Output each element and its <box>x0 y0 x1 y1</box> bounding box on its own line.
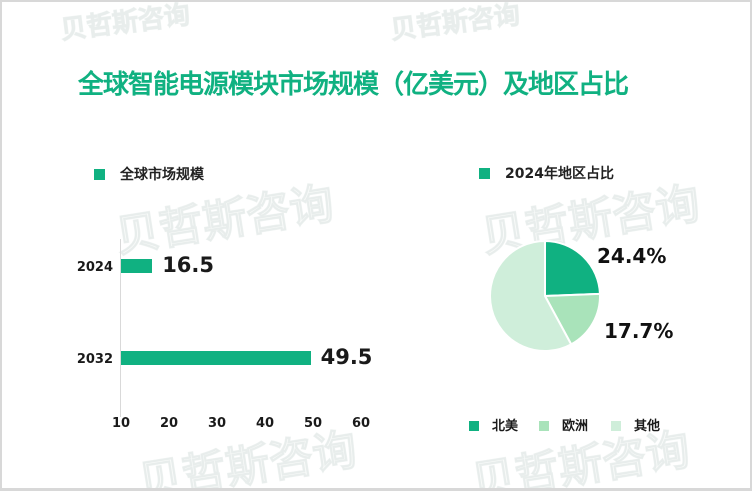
pie-chart-legend: 2024年地区占比 <box>479 163 614 183</box>
x-axis-tick-mark <box>120 412 121 417</box>
pie-chart <box>489 240 601 352</box>
pie-legend-item-label: 北美 <box>492 419 519 434</box>
pie-legend-item-label: 欧洲 <box>562 419 589 434</box>
pie-slice-label-europe: 17.7% <box>604 319 674 343</box>
bar-category-label: 2032 <box>76 352 113 367</box>
bar-legend-swatch <box>94 168 105 180</box>
pie-slice-label-northamerica: 24.4% <box>597 244 667 268</box>
pie-legend-label: 2024年地区占比 <box>505 166 614 182</box>
pie-legend-item-swatch <box>469 420 479 431</box>
x-axis-tick-label: 30 <box>207 416 227 431</box>
pie-legend-item-label: 其他 <box>634 419 661 434</box>
pie-legend-item-其他: 其他 <box>611 415 660 434</box>
pie-legend-swatch <box>479 167 490 179</box>
pie-slice-欧洲 <box>544 292 601 346</box>
watermark-brand: 贝哲斯咨询 <box>58 0 192 46</box>
bar-value-label: 49.5 <box>320 345 373 369</box>
x-axis-tick-label: 10 <box>111 416 131 431</box>
x-axis-tick-label: 20 <box>159 416 179 431</box>
x-axis-tick-label: 40 <box>255 416 275 431</box>
pie-slice-北美 <box>544 240 601 297</box>
pie-legend-item-swatch <box>539 420 549 431</box>
bar-chart: 2024 16.5 2032 49.5 10 20 30 40 50 60 <box>77 239 372 431</box>
x-axis-tick-label: 50 <box>303 416 323 431</box>
x-axis-tick-label: 60 <box>351 416 371 431</box>
pie-slice-其他 <box>489 240 573 352</box>
bar-value-label: 16.5 <box>162 253 215 277</box>
watermark-brand: 贝哲斯咨询 <box>388 0 522 46</box>
page-title: 全球智能电源模块市场规模（亿美元）及地区占比 <box>78 70 629 100</box>
bar-category-label: 2024 <box>76 260 113 275</box>
bar-2032 <box>121 351 311 365</box>
bar-legend-label: 全球市场规模 <box>120 167 204 183</box>
bar-chart-legend: 全球市场规模 <box>94 164 204 184</box>
pie-legend-item-欧洲: 欧洲 <box>539 415 588 434</box>
pie-legend-item-北美: 北美 <box>469 415 518 434</box>
bar-2024 <box>121 259 153 273</box>
pie-legend-item-swatch <box>611 420 621 431</box>
